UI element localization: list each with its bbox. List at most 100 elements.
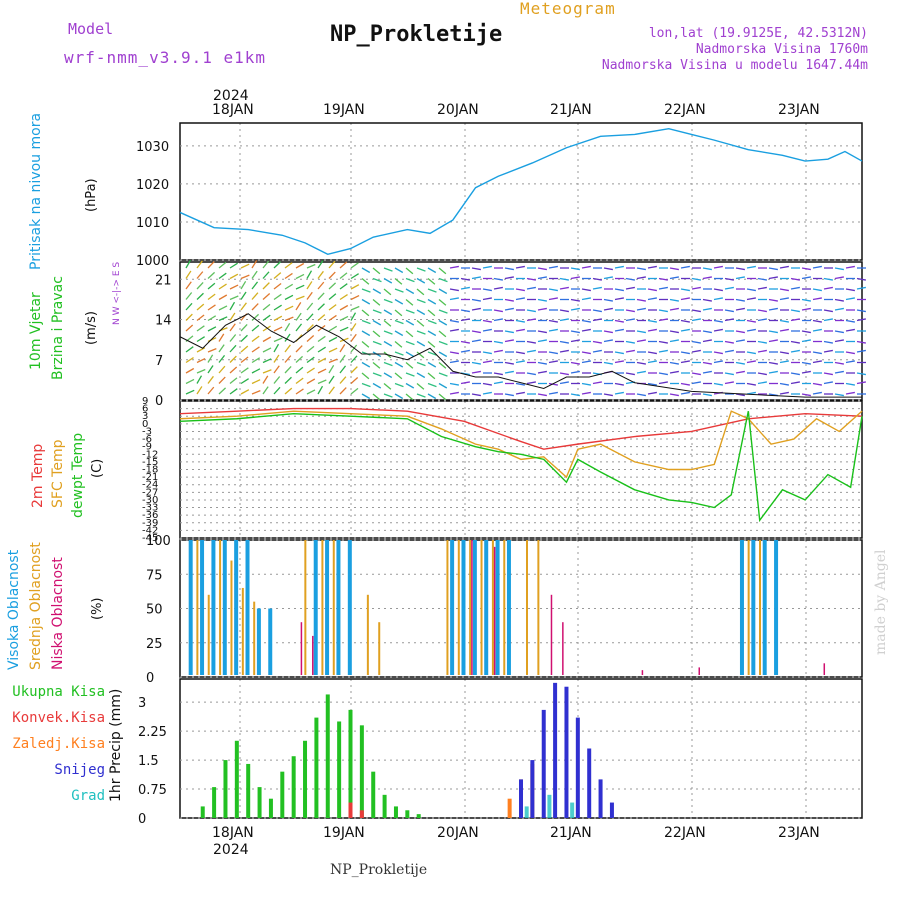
wind-barb: [218, 333, 225, 342]
wind-barb: [295, 323, 303, 332]
wind-barb: [438, 330, 447, 338]
wind-barb: [581, 265, 591, 269]
dewpt-line: [179, 411, 863, 523]
wind-barb: [306, 291, 313, 300]
wind-barb: [218, 272, 227, 280]
temp-tick-label: -24: [142, 480, 158, 491]
wind-barb: [416, 351, 425, 359]
wind-barb: [746, 360, 756, 364]
wind-barb: [548, 351, 558, 355]
wind-barb: [801, 307, 811, 311]
wind-barb: [471, 361, 481, 365]
wind-barb: [515, 382, 525, 386]
wind-barb: [416, 298, 426, 304]
legend-total-rain: Ukupna Kisa: [12, 684, 105, 700]
wind-barb: [713, 297, 723, 301]
wind-barb: [383, 320, 392, 327]
wind-barb: [339, 337, 349, 343]
wind-barb: [328, 347, 338, 353]
wind-barb: [240, 345, 249, 353]
wind-barb: [438, 299, 447, 306]
wind-barb: [251, 357, 261, 364]
wind-barb: [669, 267, 679, 271]
wind-barb: [559, 381, 569, 385]
wind-barb: [834, 267, 844, 271]
wind-barb: [812, 391, 822, 395]
wind-barb: [581, 351, 591, 355]
wind-barb: [647, 382, 657, 386]
wind-barb: [768, 339, 778, 343]
wind-barb: [702, 307, 712, 311]
wind-barb: [735, 361, 745, 365]
wind-barb: [207, 375, 214, 384]
wind-barb: [713, 319, 723, 323]
wind-barb: [559, 340, 569, 344]
wind-barb: [625, 349, 635, 353]
legend-graupel: Grad: [71, 788, 105, 804]
wind-barb: [768, 307, 778, 311]
wind-barb: [537, 267, 547, 271]
wind-barb: [790, 318, 800, 322]
total-precip-bar: [257, 787, 262, 818]
wind-barb: [273, 282, 282, 290]
wind-barb: [218, 283, 227, 290]
wind-barb: [460, 309, 470, 313]
wind-barb: [350, 284, 360, 290]
wind-barb: [229, 366, 238, 374]
wind-barb: [229, 344, 237, 353]
precip-tick-label: 0: [138, 812, 146, 827]
wind-barb: [251, 368, 261, 374]
wind-barb: [350, 376, 359, 384]
wind-barb: [405, 372, 415, 377]
wind-barb: [493, 340, 503, 344]
wind-barb: [834, 298, 844, 302]
mid-cloud-bar: [378, 622, 381, 675]
wind-barb: [372, 319, 382, 326]
wind-barb: [658, 372, 668, 376]
wind-barb: [383, 372, 393, 379]
wind-barb: [207, 354, 214, 363]
total-precip-bar: [223, 760, 228, 818]
wind-barb: [647, 288, 657, 292]
wind-barb: [680, 265, 690, 269]
wind-barb: [460, 277, 470, 281]
wind-barb: [427, 393, 437, 400]
wind-barb: [394, 361, 404, 368]
sfc-temp-line: [179, 410, 863, 479]
wind-barb: [427, 351, 437, 356]
top-day-label: 18JAN: [212, 102, 254, 118]
wind-barb: [658, 309, 668, 313]
wind-barb: [504, 330, 514, 334]
wind-barb: [284, 305, 294, 311]
wind-barb: [229, 301, 236, 311]
precip-tick-label: 3: [138, 696, 146, 711]
wind-barb: [251, 335, 260, 343]
cloud-tick-label: 50: [146, 603, 163, 618]
wind-barb: [262, 314, 271, 322]
wind-barb: [603, 393, 613, 397]
wind-barb: [196, 386, 203, 395]
high-cloud-bar: [234, 540, 239, 675]
wind-barb: [306, 281, 313, 290]
wind-barb: [647, 328, 657, 332]
wind-barb: [845, 360, 855, 364]
wind-barb: [845, 265, 855, 269]
wind-barb: [856, 372, 866, 376]
low-cloud-bar: [300, 622, 303, 675]
high-cloud-bar: [774, 540, 779, 675]
wind-barb: [317, 385, 324, 395]
wind-barb: [240, 378, 249, 385]
wind-barb: [515, 351, 525, 355]
wind-barb: [614, 265, 624, 269]
wind-barb: [526, 372, 536, 376]
snow-precip-bar: [553, 682, 558, 818]
mid-cloud-bar: [196, 540, 199, 675]
wind-barb: [735, 339, 745, 343]
wind-barb: [856, 286, 866, 290]
wind-barb: [427, 382, 437, 388]
wind-barb: [251, 281, 259, 290]
cloud-tick-label: 75: [146, 568, 163, 583]
wind-barb: [240, 323, 248, 332]
wind-barb: [856, 349, 866, 353]
wind-barb: [724, 349, 734, 353]
